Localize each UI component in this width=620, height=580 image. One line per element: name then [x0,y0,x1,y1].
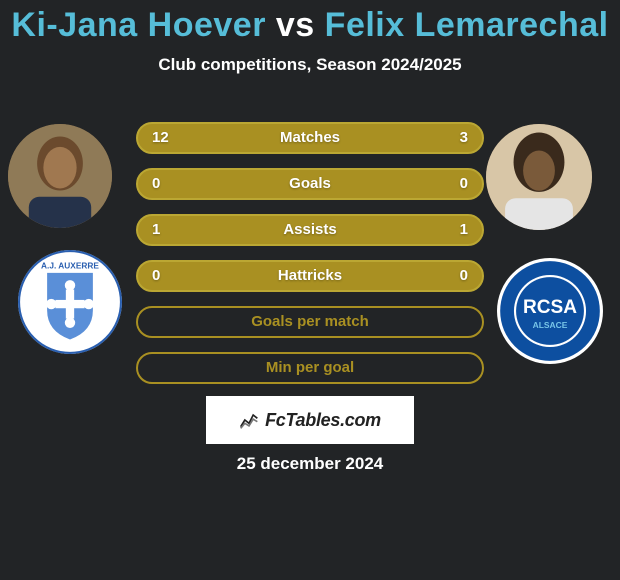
player2-club-logo: RCSA ALSACE [497,258,603,364]
subtitle: Club competitions, Season 2024/2025 [0,55,620,75]
stat-label: Hattricks [138,262,482,290]
stat-row-goals: 0 Goals 0 [136,168,484,200]
stat-right-value: 3 [460,124,468,152]
player1-avatar [8,124,112,228]
stat-right-value: 1 [460,216,468,244]
stat-label: Goals per match [138,308,482,336]
stat-right-value: 0 [460,262,468,290]
stat-label: Goals [138,170,482,198]
comparison-card: Ki-Jana Hoever vs Felix Lemarechal Club … [0,0,620,580]
watermark-text: FcTables.com [265,410,381,431]
strasbourg-crest-icon: RCSA ALSACE [497,258,603,364]
player1-silhouette-icon [8,124,112,228]
page-title: Ki-Jana Hoever vs Felix Lemarechal [0,0,620,45]
stat-row-goals-per-match: Goals per match [136,306,484,338]
player1-club-logo: A.J. AUXERRE [18,250,122,354]
date-text: 25 december 2024 [0,454,620,474]
stat-row-hattricks: 0 Hattricks 0 [136,260,484,292]
player2-name: Felix Lemarechal [325,6,609,44]
svg-text:ALSACE: ALSACE [533,320,568,330]
vs-separator: vs [276,6,315,44]
stat-label: Assists [138,216,482,244]
player2-silhouette-icon [486,124,592,230]
player1-name: Ki-Jana Hoever [11,6,266,44]
stats-block: 12 Matches 3 0 Goals 0 1 Assists 1 0 Hat… [136,122,484,398]
stat-row-min-per-goal: Min per goal [136,352,484,384]
player2-avatar [486,124,592,230]
svg-text:A.J. AUXERRE: A.J. AUXERRE [41,261,99,271]
watermark-badge: FcTables.com [206,396,414,444]
auxerre-crest-icon: A.J. AUXERRE [18,250,122,354]
stat-label: Min per goal [138,354,482,382]
stat-row-assists: 1 Assists 1 [136,214,484,246]
stat-right-value: 0 [460,170,468,198]
stat-row-matches: 12 Matches 3 [136,122,484,154]
stat-label: Matches [138,124,482,152]
chart-icon [239,410,259,430]
svg-text:RCSA: RCSA [523,297,577,318]
